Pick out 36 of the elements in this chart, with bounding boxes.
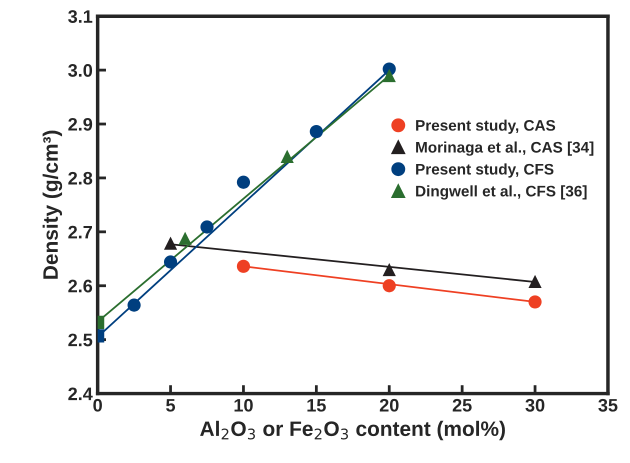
y-tick-label: 2.6	[68, 280, 92, 292]
point	[128, 298, 141, 312]
legend-label: Morinaga et al., CAS [34]	[416, 141, 594, 156]
legend-label: Dingwell et al., CFS [36]	[416, 185, 587, 200]
y-tick-label: 2.8	[68, 172, 92, 185]
point	[310, 124, 323, 138]
point	[528, 274, 542, 288]
point	[164, 255, 178, 269]
text: Al$_{2}$O$_{3}$ or Fe$_{2}$O$_{3}$ content (mol%)	[200, 420, 505, 440]
point	[382, 279, 396, 292]
legend-label: Present study, CFS	[416, 163, 554, 178]
point	[164, 236, 178, 250]
x-tick-label: 20	[380, 398, 399, 412]
point	[178, 232, 192, 245]
point	[236, 176, 250, 189]
point	[528, 295, 542, 308]
x-tick-label: 30	[525, 398, 544, 412]
point	[200, 220, 214, 234]
x-tick-label: 5	[166, 399, 176, 412]
point	[280, 150, 294, 163]
point	[382, 262, 396, 276]
y-axis-title: Density (g/cm³)	[42, 130, 62, 279]
x-tick-label: 10	[234, 398, 253, 412]
legend-label: Present study, CAS	[416, 120, 556, 134]
x-tick-label: 35	[598, 398, 618, 412]
y-tick-label: 2.5	[68, 334, 92, 346]
x-tick-label: 0	[93, 398, 102, 412]
y-tick-label: 2.9	[68, 118, 92, 131]
x-tick-label: 15	[307, 399, 326, 412]
point	[236, 260, 250, 273]
x-tick-label: 25	[452, 398, 472, 412]
y-tick-label: 2.7	[68, 226, 92, 238]
point	[382, 68, 396, 82]
y-tick-label: 2.4	[68, 387, 93, 400]
y-tick-label: 3.1	[68, 10, 92, 23]
y-tick-label: 3.0	[68, 64, 92, 77]
